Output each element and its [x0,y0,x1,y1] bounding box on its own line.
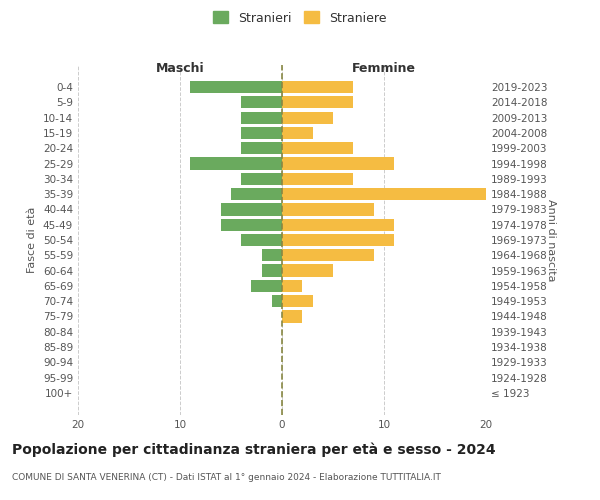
Bar [241,112,282,124]
Bar [282,204,374,216]
Bar [231,188,282,200]
Bar [241,142,282,154]
Bar [262,264,282,276]
Legend: Stranieri, Straniere: Stranieri, Straniere [209,8,391,29]
Bar [282,142,353,154]
Bar [282,96,353,108]
Bar [190,81,282,93]
Bar [262,249,282,262]
Bar [272,295,282,308]
Bar [282,295,313,308]
Text: COMUNE DI SANTA VENERINA (CT) - Dati ISTAT al 1° gennaio 2024 - Elaborazione TUT: COMUNE DI SANTA VENERINA (CT) - Dati IST… [12,472,441,482]
Bar [241,127,282,139]
Y-axis label: Fasce di età: Fasce di età [28,207,37,273]
Text: Maschi: Maschi [155,62,205,75]
Bar [190,158,282,170]
Bar [241,234,282,246]
Bar [282,280,302,292]
Bar [282,264,333,276]
Bar [282,172,353,185]
Bar [282,234,394,246]
Bar [282,218,394,231]
Bar [251,280,282,292]
Bar [282,81,353,93]
Bar [221,204,282,216]
Bar [241,96,282,108]
Bar [282,158,394,170]
Text: Femmine: Femmine [352,62,416,75]
Bar [221,218,282,231]
Y-axis label: Anni di nascita: Anni di nascita [546,198,556,281]
Bar [241,172,282,185]
Bar [282,188,486,200]
Bar [282,249,374,262]
Bar [282,112,333,124]
Bar [282,127,313,139]
Bar [282,310,302,322]
Text: Popolazione per cittadinanza straniera per età e sesso - 2024: Popolazione per cittadinanza straniera p… [12,442,496,457]
